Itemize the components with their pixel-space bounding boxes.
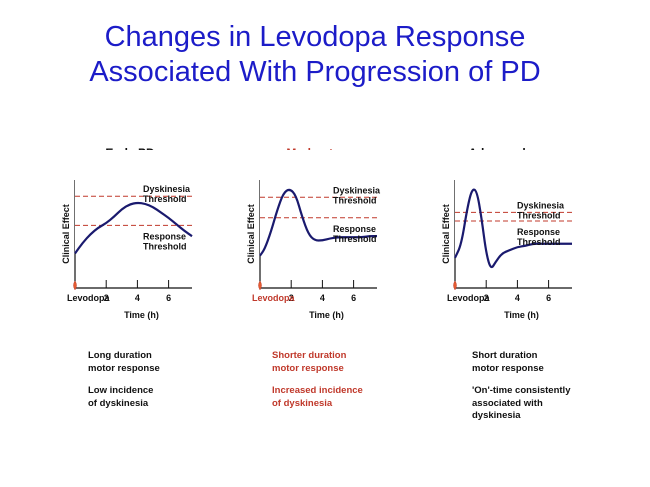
panel-title: PD xyxy=(489,160,506,174)
levodopa-dose-icon xyxy=(258,280,262,291)
panel-title: Moderate xyxy=(286,146,340,160)
x-tick-label: 4 xyxy=(320,293,325,303)
x-axis-label: Time (h) xyxy=(309,310,344,320)
panel-title: PD xyxy=(305,160,322,174)
y-axis-label: Clinical Effect xyxy=(441,204,451,264)
dyskinesia-threshold-label: Threshold xyxy=(143,194,187,204)
response-threshold-label: Threshold xyxy=(517,237,561,247)
panel-notes-advanced: Short duration motor response 'On'-time c… xyxy=(472,350,602,433)
fill-mask xyxy=(260,150,377,256)
panel-notes-early: Long duration motor response Low incidenc… xyxy=(88,350,218,420)
response-threshold-label: Threshold xyxy=(143,241,187,251)
x-tick-label: 2 xyxy=(484,293,489,303)
response-threshold-label: Threshold xyxy=(333,234,377,244)
response-threshold-label: Response xyxy=(143,231,186,241)
slide-title-line-2: Associated With Progression of PD xyxy=(89,56,541,88)
x-origin-label: Levodopa xyxy=(447,293,490,303)
x-origin-label: Levodopa xyxy=(67,293,110,303)
panel-note-text: Low incidence of dyskinesia xyxy=(88,385,154,409)
levodopa-response-curve xyxy=(74,201,193,255)
levodopa-dose-icon xyxy=(73,280,77,291)
y-axis-label: Clinical Effect xyxy=(246,204,256,264)
panel-notes-moderate: Shorter duration motor response Increased… xyxy=(272,350,402,420)
fill-mask xyxy=(455,150,572,268)
panel-note-text: Increased incidence of dyskinesia xyxy=(272,385,363,409)
x-tick-label: 2 xyxy=(104,293,109,303)
x-tick-label: 6 xyxy=(546,293,551,303)
x-axis-label: Time (h) xyxy=(504,310,539,320)
y-axis-label: Clinical Effect xyxy=(61,204,71,264)
slide-title-line-1: Changes in Levodopa Response xyxy=(104,21,526,53)
x-tick-label: 6 xyxy=(166,293,171,303)
response-threshold-label: Response xyxy=(517,227,560,237)
response-threshold-label: Response xyxy=(333,224,376,234)
levodopa-response-curve xyxy=(259,188,377,257)
panel-note-text: Shorter duration motor response xyxy=(272,350,347,374)
dyskinesia-threshold-label: Dyskinesia xyxy=(517,200,565,210)
x-axis-label: Time (h) xyxy=(124,310,159,320)
fill-mask xyxy=(75,150,192,254)
panel-note-text: Long duration motor response xyxy=(88,350,160,374)
panel-title: Early PD xyxy=(105,146,155,160)
levodopa-response-curve xyxy=(454,188,572,269)
panel-note-text: Short duration motor response xyxy=(472,350,544,374)
levodopa-dose-icon xyxy=(453,280,457,291)
x-tick-label: 6 xyxy=(351,293,356,303)
panel-note-text: 'On'-time consistently associated with d… xyxy=(472,385,571,421)
dyskinesia-threshold-label: Threshold xyxy=(333,195,377,205)
x-tick-label: 2 xyxy=(289,293,294,303)
panel-title: Advanced xyxy=(468,146,525,160)
x-tick-label: 4 xyxy=(515,293,520,303)
dyskinesia-threshold-label: Threshold xyxy=(517,210,561,220)
x-tick-label: 4 xyxy=(135,293,140,303)
dyskinesia-threshold-label: Dyskinesia xyxy=(143,184,191,194)
dyskinesia-threshold-label: Dyskinesia xyxy=(333,185,381,195)
x-origin-label: Levodopa xyxy=(252,293,295,303)
